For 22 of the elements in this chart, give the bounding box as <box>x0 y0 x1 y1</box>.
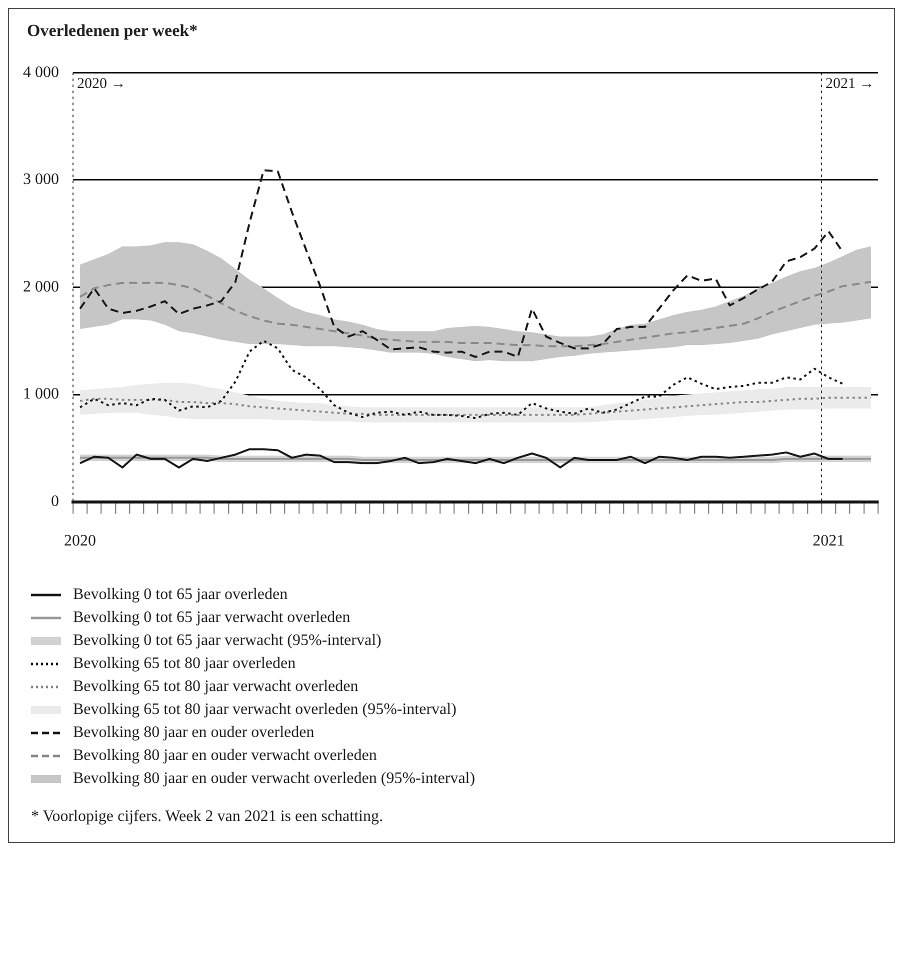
legend-label: Bevolking 80 jaar en ouder overleden <box>73 724 314 742</box>
y-tick-label: 2 000 <box>23 278 59 296</box>
ref-line-label: 2021 → <box>826 76 874 92</box>
chart-title: Overledenen per week* <box>27 21 199 41</box>
ref-line-label: 2020 → <box>77 76 126 92</box>
legend-label: Bevolking 80 jaar en ouder verwacht overleden <box>73 746 377 764</box>
legend-label: Bevolking 0 tot 65 jaar overleden <box>73 586 288 604</box>
legend-label: Bevolking 65 tot 80 jaar verwacht overleden <box>73 678 358 696</box>
x-tick-label: 2021 <box>812 532 845 550</box>
y-tick-label: 4 000 <box>23 64 59 81</box>
legend-label: Bevolking 80 jaar en ouder verwacht overleden (95%-interval) <box>73 770 476 788</box>
legend-label: Bevolking 0 tot 65 jaar verwacht (95%-interval) <box>73 632 382 650</box>
y-tick-label: 0 <box>51 493 59 510</box>
y-tick-label: 1 000 <box>23 386 59 403</box>
x-tick-label: 2020 <box>64 532 96 550</box>
line-series <box>79 396 872 416</box>
text: * Voorlopige cijfers. Week 2 van 2021 is een schatting. <box>31 808 384 826</box>
line-series <box>79 280 872 348</box>
legend-label: Bevolking 0 tot 65 jaar verwacht overleden <box>73 608 350 626</box>
legend-label: Bevolking 65 tot 80 jaar verwacht overleden (95%-interval) <box>73 700 456 718</box>
y-tick-label: 3 000 <box>23 171 59 188</box>
legend-label: Bevolking 65 tot 80 jaar overleden <box>73 654 296 672</box>
